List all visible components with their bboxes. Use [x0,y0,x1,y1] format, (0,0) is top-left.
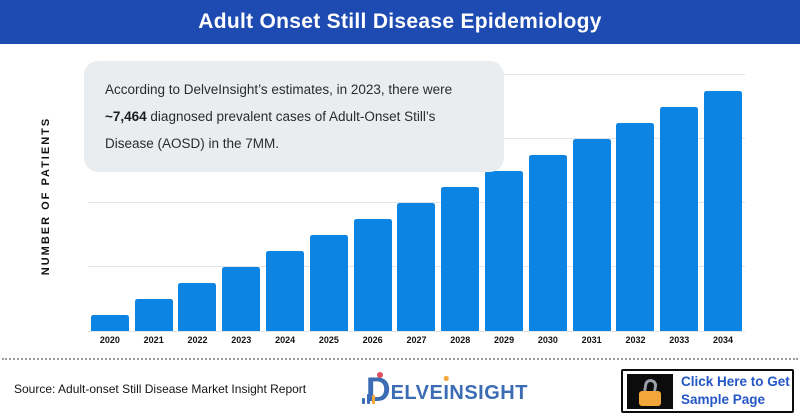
page-title: Adult Onset Still Disease Epidemiology [198,10,602,33]
bar-2027 [397,203,436,331]
bar-slot-2026: 2026 [351,63,395,345]
x-tick-label: 2028 [450,335,471,345]
logo-i-dot [444,376,449,381]
logo-d-mark: D [362,372,391,407]
bar-2028 [441,187,480,331]
x-tick-label: 2032 [625,335,646,345]
x-tick-label: 2026 [362,335,383,345]
bar-slot-2020: 2020 [88,63,132,345]
annotation-text-after: diagnosed prevalent cases of Adult-Onset… [105,109,436,151]
x-tick-label: 2034 [713,335,734,345]
bar-2025 [309,235,348,331]
dotted-divider [2,358,798,360]
logo-mini-bars-icon [362,394,375,404]
annotation-text-before: According to DelveInsight’s estimates, i… [105,82,453,97]
logo-red-dot [377,372,383,378]
bar-slot-2032: 2032 [614,63,658,345]
bar-slot-2030: 2030 [526,63,570,345]
logo-text: ELVE I NSIGHT [391,376,528,406]
bar-slot-2031: 2031 [570,63,614,345]
bar-2020 [90,315,129,331]
bar-2031 [572,139,611,331]
bars: 2020 2021 2022 2023 2024 2025 2026 2027 2028 2029… [88,63,745,345]
page-header: Adult Onset Still Disease Epidemiology [0,0,800,44]
bar-2029 [485,171,524,331]
y-axis-label: NUMBER OF PATIENTS [40,116,52,276]
bar-2034 [704,91,743,331]
bar-slot-2028: 2028 [438,63,482,345]
bar-slot-2034: 2034 [701,63,745,345]
bar-slot-2033: 2033 [657,63,701,345]
gridline [88,202,745,203]
bar-slot-2022: 2022 [176,63,220,345]
bar-slot-2027: 2027 [395,63,439,345]
sample-page-button[interactable]: Click Here to Get Sample Page [621,369,794,413]
x-tick-label: 2020 [99,335,120,345]
annotation-box: According to DelveInsight’s estimates, i… [84,61,504,172]
delveinsight-logo: D ELVE I NSIGHT [362,372,528,407]
open-padlock-icon [639,377,661,406]
bar-2023 [222,267,261,331]
bar-slot-2023: 2023 [219,63,263,345]
source-text: Source: Adult-onset Still Disease Market… [14,382,307,396]
bar-slot-2029: 2029 [482,63,526,345]
bar-2021 [134,299,173,331]
bar-2024 [266,251,305,331]
bar-slot-2024: 2024 [263,63,307,345]
bar-2033 [660,107,699,331]
x-tick-label: 2022 [187,335,208,345]
annotation-highlight: ~7,464 [105,109,147,124]
bar-2030 [528,155,567,331]
bar-2022 [178,283,217,331]
x-tick-label: 2021 [143,335,164,345]
lock-box [627,373,673,409]
bar-slot-2021: 2021 [132,63,176,345]
bar-2026 [353,219,392,331]
x-tick-label: 2025 [318,335,339,345]
x-tick-label: 2024 [275,335,296,345]
bar-slot-2025: 2025 [307,63,351,345]
x-tick-label: 2030 [537,335,558,345]
x-tick-label: 2023 [231,335,252,345]
x-tick-label: 2029 [494,335,515,345]
plot-area: 2020 2021 2022 2023 2024 2025 2026 2027 2028 2029… [88,63,745,345]
x-tick-label: 2033 [669,335,690,345]
sample-page-button-label: Click Here to Get Sample Page [681,374,790,407]
x-tick-label: 2027 [406,335,427,345]
bar-2032 [616,123,655,331]
x-tick-label: 2031 [581,335,602,345]
